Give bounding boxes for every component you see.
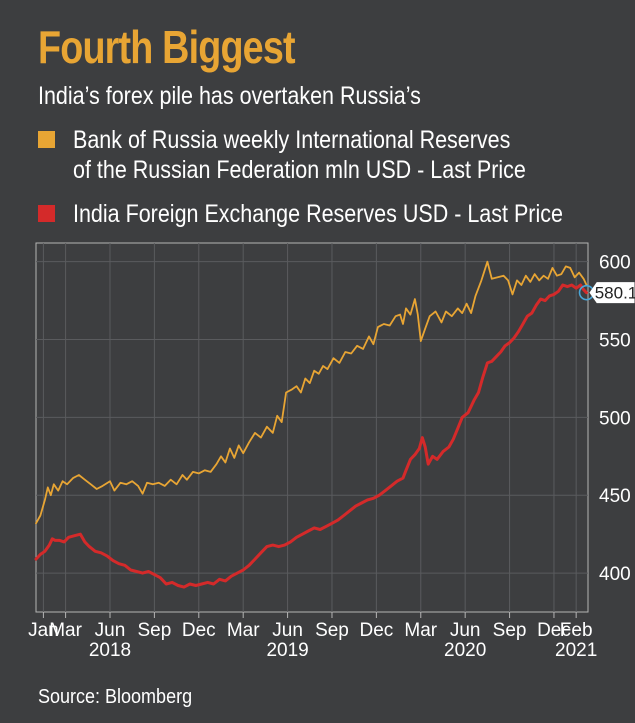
x-tick-label: Sep — [315, 620, 349, 641]
x-tick-label: Sep — [493, 620, 527, 641]
x-year-label: 2019 — [266, 640, 308, 661]
end-value-label: 580.1 — [595, 284, 635, 303]
x-tick-label: Jan — [28, 620, 59, 641]
x-year-label: 2021 — [555, 640, 597, 661]
x-tick-label: Mar — [49, 620, 82, 641]
x-year-label: 2020 — [444, 640, 486, 661]
series-line-india — [34, 283, 588, 589]
plot-frame — [35, 242, 589, 613]
x-tick-label: Mar — [404, 620, 437, 641]
series-line-russia — [35, 260, 588, 525]
x-year-label: 2018 — [89, 640, 131, 661]
y-tick-label: 600 — [599, 253, 631, 274]
x-tick-label: Dec — [537, 620, 571, 641]
y-tick-label: 400 — [599, 564, 631, 585]
x-tick-label: Dec — [182, 620, 216, 641]
chart-subtitle: India’s forex pile has overtaken Russia’… — [38, 82, 421, 110]
x-tick-label: Mar — [227, 620, 260, 641]
legend-swatch-russia — [38, 131, 55, 148]
source-note: Source: Bloomberg — [38, 686, 193, 708]
x-tick-label: Feb — [560, 620, 593, 641]
legend-label-russia-line2: of the Russian Federation mln USD - Last… — [73, 156, 526, 184]
x-tick-label: Sep — [137, 620, 171, 641]
legend-label-russia-line1: Bank of Russia weekly International Rese… — [73, 126, 511, 154]
x-tick-label: Dec — [359, 620, 393, 641]
y-tick-label: 550 — [599, 331, 631, 352]
x-tick-label: Jun — [272, 620, 303, 641]
end-value-callout — [589, 282, 635, 304]
legend-label-india: India Foreign Exchange Reserves USD - La… — [73, 200, 563, 228]
y-tick-label: 500 — [599, 408, 631, 429]
legend-swatch-india — [38, 205, 55, 222]
chart-title: Fourth Biggest — [38, 21, 296, 73]
x-tick-label: Jun — [95, 620, 126, 641]
legend-label-russia: Bank of Russia weekly International Rese… — [73, 125, 526, 185]
y-tick-label: 450 — [599, 486, 631, 507]
x-tick-label: Jun — [450, 620, 481, 641]
